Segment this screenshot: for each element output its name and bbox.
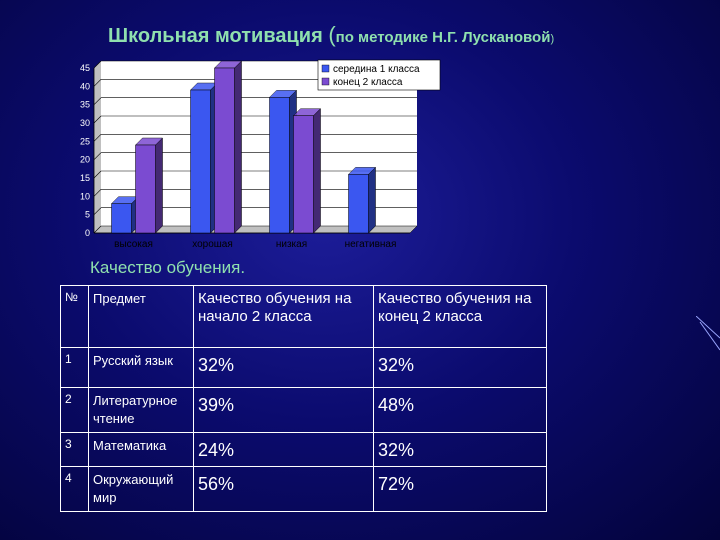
motivation-bar-chart: 0 5 10 15 20 25 30 35 40 45 высокая хорошая низкая не…: [80, 59, 441, 250]
bar: [135, 144, 156, 234]
section-subtitle: Качество обучения.: [90, 258, 246, 277]
row-start: 32%: [193, 347, 374, 388]
gridline-side: [93, 79, 102, 87]
row-subject: Русский язык: [88, 347, 194, 388]
header-end: Качество обучения на конец 2 класса: [373, 285, 547, 348]
gridline-side: [93, 170, 102, 179]
x-tick-label: низкая: [276, 239, 307, 250]
row-start: 24%: [193, 432, 374, 467]
gridline-side: [93, 225, 102, 234]
y-tick-label: 20: [80, 155, 90, 165]
legend-label: конец 2 класса: [333, 77, 403, 88]
bar-side: [155, 137, 163, 234]
quality-table: № Предмет Качество обучения на начало 2 …: [60, 285, 547, 512]
table-row: 4 Окружающий мир 56% 72%: [60, 466, 547, 512]
y-tick-label: 0: [85, 228, 90, 238]
x-tick-label: высокая: [114, 239, 153, 250]
row-end: 32%: [373, 432, 547, 467]
header-start: Качество обучения на начало 2 класса: [193, 285, 374, 348]
y-tick-label: 10: [80, 191, 90, 201]
title-main: Школьная мотивация: [108, 25, 329, 47]
row-end: 72%: [373, 466, 547, 512]
row-subject: Литературное чтение: [88, 387, 194, 433]
y-tick-label: 15: [80, 173, 90, 183]
y-tick-label: 45: [80, 63, 90, 73]
decorative-lines: [696, 316, 720, 351]
gridline-side: [93, 207, 102, 215]
title-method: по методике Н.Г. Лускановой: [335, 29, 551, 46]
bar: [293, 115, 314, 234]
row-num: 3: [60, 432, 89, 467]
bar: [111, 203, 132, 234]
row-end: 48%: [373, 387, 547, 433]
row-subject: Математика: [88, 432, 194, 467]
title-paren-open: (: [328, 22, 336, 47]
bar: [269, 97, 290, 234]
row-num: 1: [60, 347, 89, 388]
bar: [348, 174, 369, 234]
bar-side: [368, 166, 376, 234]
row-start: 39%: [193, 387, 374, 433]
legend-label: середина 1 класса: [333, 64, 420, 75]
legend-swatch: [321, 64, 330, 73]
x-tick-label: негативная: [345, 239, 397, 250]
table-row: 2 Литературное чтение 39% 48%: [60, 387, 547, 433]
bar: [214, 67, 235, 234]
gridline-side: [93, 189, 102, 197]
y-tick-label: 40: [80, 81, 90, 91]
y-tick-label: 5: [85, 210, 90, 220]
gridline-side: [93, 97, 102, 105]
y-tick-label: 25: [80, 136, 90, 146]
gridline-side: [93, 152, 102, 160]
gridline-side: [93, 134, 102, 142]
x-tick-label: хорошая: [192, 239, 233, 250]
row-num: 2: [60, 387, 89, 433]
bar: [190, 89, 211, 234]
chart-side-wall: [94, 61, 101, 233]
title-paren-close: ): [550, 33, 555, 45]
header-num: №: [60, 285, 89, 348]
row-num: 4: [60, 466, 89, 512]
table-row: 3 Математика 24% 32%: [60, 432, 547, 467]
header-subject: Предмет: [88, 285, 194, 348]
bar-side: [234, 60, 242, 234]
page-title: Школьная мотивация (по методике Н.Г. Лус…: [108, 22, 554, 48]
gridline-side: [93, 60, 102, 69]
row-end: 32%: [373, 347, 547, 388]
row-subject: Окружающий мир: [88, 466, 194, 512]
y-tick-label: 35: [80, 100, 90, 110]
legend-box: [317, 59, 441, 91]
gridline-side: [93, 115, 102, 124]
y-tick-label: 30: [80, 118, 90, 128]
table-row: 1 Русский язык 32% 32%: [60, 347, 547, 388]
row-start: 56%: [193, 466, 374, 512]
bar-side: [313, 108, 321, 234]
table-header-row: № Предмет Качество обучения на начало 2 …: [60, 285, 547, 348]
legend-swatch: [321, 77, 330, 86]
